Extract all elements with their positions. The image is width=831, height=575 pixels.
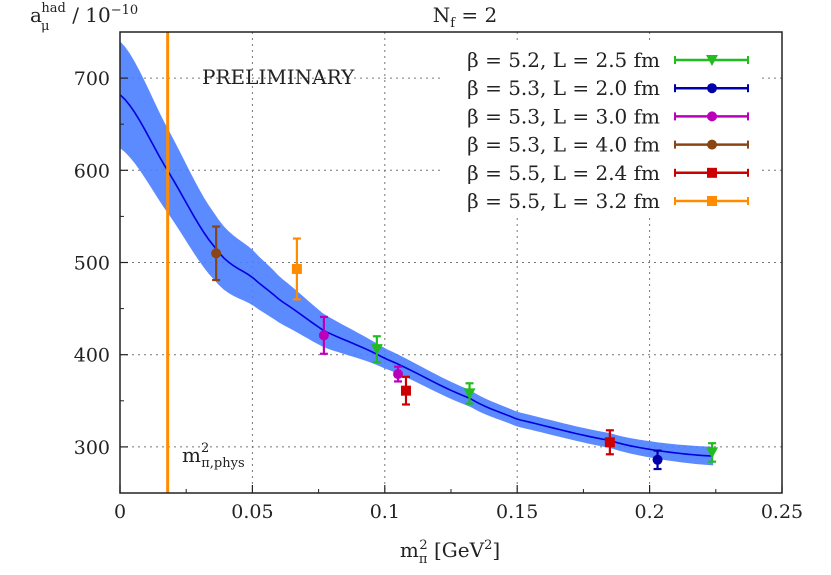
legend-label: β = 5.2, L = 2.5 fm	[467, 48, 660, 72]
point-marker	[393, 369, 404, 380]
preliminary-annotation: PRELIMINARY	[202, 65, 355, 89]
legend-entry: β = 5.3, L = 4.0 fm	[467, 133, 749, 157]
y-tick-label: 700	[74, 68, 110, 90]
legend-entry: β = 5.3, L = 2.0 fm	[467, 76, 749, 100]
data-point	[291, 237, 302, 301]
x-tick-label: 0.2	[634, 501, 664, 523]
data-point	[604, 429, 615, 456]
data-point	[706, 442, 719, 463]
x-tick-label: 0.1	[370, 501, 400, 523]
y-tick-label: 300	[74, 437, 110, 459]
fit-error-band	[120, 41, 714, 466]
data-point	[400, 375, 411, 406]
legend-entry: β = 5.5, L = 3.2 fm	[467, 189, 749, 213]
legend-entry: β = 5.5, L = 2.4 fm	[467, 161, 749, 185]
legend-entry: β = 5.2, L = 2.5 fm	[467, 48, 749, 72]
legend-label: β = 5.5, L = 3.2 fm	[467, 189, 660, 213]
x-tick-label: 0.05	[231, 501, 273, 523]
legend-label: β = 5.3, L = 2.0 fm	[467, 76, 660, 100]
legend-marker	[707, 111, 717, 122]
legend-background	[440, 44, 760, 214]
legend-label: β = 5.3, L = 4.0 fm	[467, 133, 660, 157]
point-marker	[652, 454, 663, 465]
data-point	[370, 335, 383, 364]
axes: 0 0.05 0.1 0.15 0.2 0.25 300 400 500 600 700	[74, 31, 803, 523]
legend-entry: β = 5.3, L = 3.0 fm	[467, 104, 749, 128]
y-tick-label: 400	[74, 345, 110, 367]
point-marker	[706, 447, 719, 459]
x-axis-label: mπ2 [GeV2]	[400, 538, 500, 567]
physical-point-label: m2 π,phys	[182, 441, 245, 471]
data-point	[211, 225, 222, 282]
legend-label: β = 5.3, L = 3.0 fm	[467, 104, 660, 128]
y-tick-label: 500	[74, 253, 110, 275]
point-marker	[463, 388, 476, 400]
x-tick-label: 0	[114, 501, 126, 523]
legend-marker	[707, 196, 717, 206]
y-axis-label: aμhad / 10−10	[30, 1, 138, 34]
legend-marker	[707, 139, 717, 150]
point-marker	[604, 437, 615, 448]
data-point	[393, 365, 404, 383]
legend: β = 5.2, L = 2.5 fm β = 5.3, L = 2.0 fm β …	[467, 48, 749, 213]
data-points	[211, 225, 719, 471]
legend-marker	[707, 83, 717, 94]
legend-label: β = 5.5, L = 2.4 fm	[467, 161, 660, 185]
data-point	[318, 315, 329, 355]
data-point	[652, 449, 663, 471]
data-point	[463, 382, 476, 405]
point-marker	[400, 385, 411, 396]
legend-box	[440, 44, 760, 214]
x-tick-label: 0.15	[496, 501, 538, 523]
point-marker	[211, 248, 222, 259]
point-marker	[291, 263, 302, 274]
legend-marker	[707, 167, 717, 178]
point-marker	[370, 344, 383, 356]
chart-title: Nf = 2	[433, 3, 498, 31]
y-tick-label: 600	[74, 160, 110, 182]
x-tick-label: 0.25	[761, 501, 803, 523]
point-marker	[318, 330, 329, 341]
legend-marker	[706, 55, 718, 66]
